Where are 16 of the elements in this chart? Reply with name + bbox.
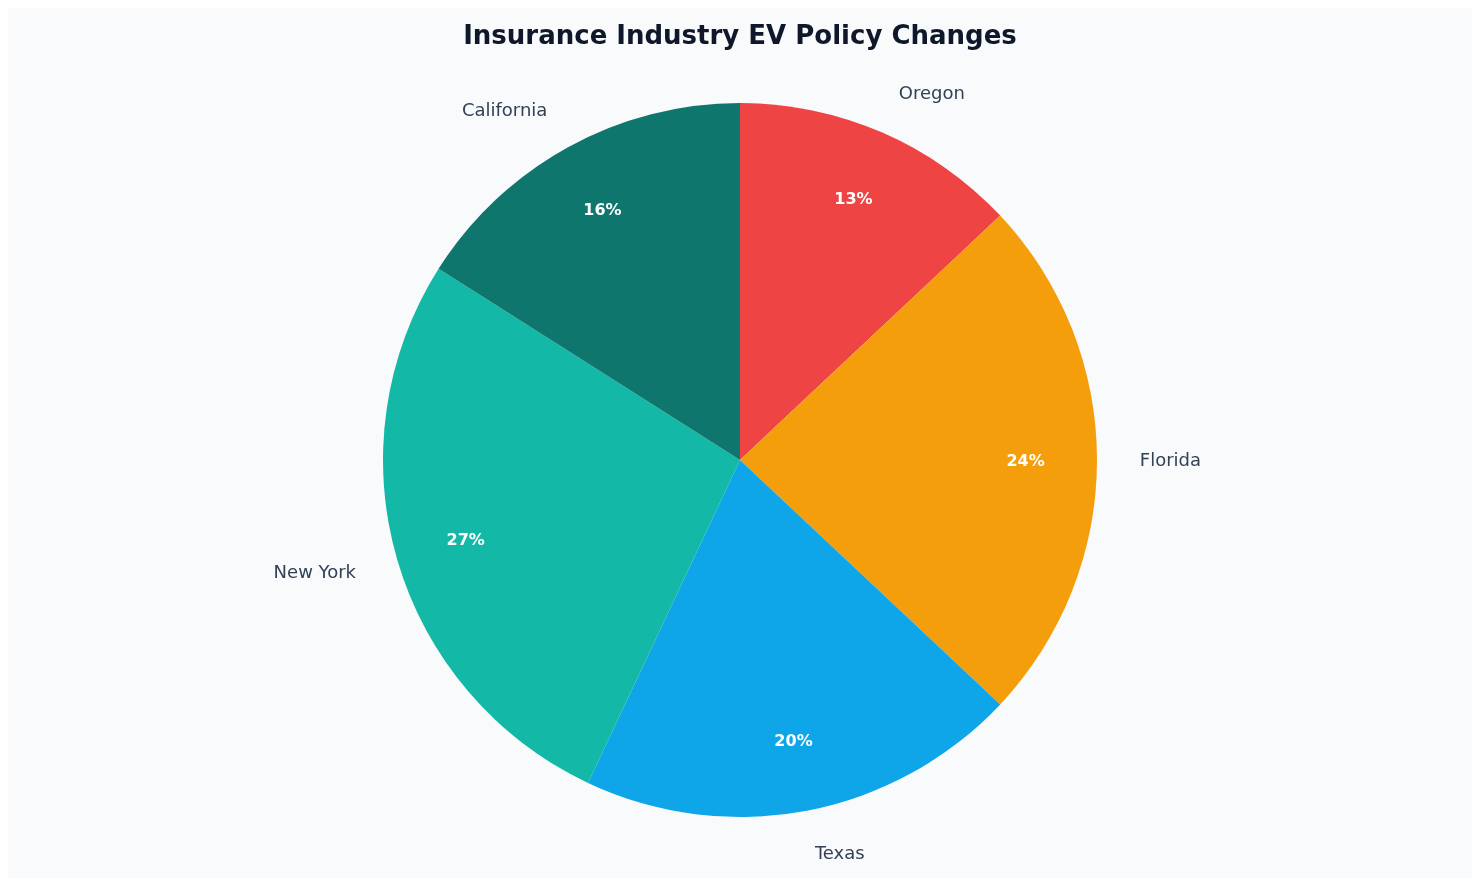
slice-label: New York xyxy=(273,560,357,582)
data-label: 13% xyxy=(834,188,873,208)
data-label: 20% xyxy=(774,731,813,751)
chart-title: Insurance Industry EV Policy Changes xyxy=(463,20,1017,50)
pie-slice xyxy=(740,215,1097,705)
pie-slice xyxy=(383,268,740,784)
pie-slice xyxy=(438,103,740,460)
pie-slice xyxy=(588,460,1001,817)
pie-slice xyxy=(740,103,1001,460)
slice-label: California xyxy=(461,98,548,120)
slice-label: Florida xyxy=(1139,449,1202,471)
slice-label: Oregon xyxy=(898,82,965,104)
data-label: 24% xyxy=(1006,450,1045,470)
slice-label: Texas xyxy=(813,842,865,864)
data-label: 16% xyxy=(583,200,622,220)
data-label: 27% xyxy=(446,530,485,550)
